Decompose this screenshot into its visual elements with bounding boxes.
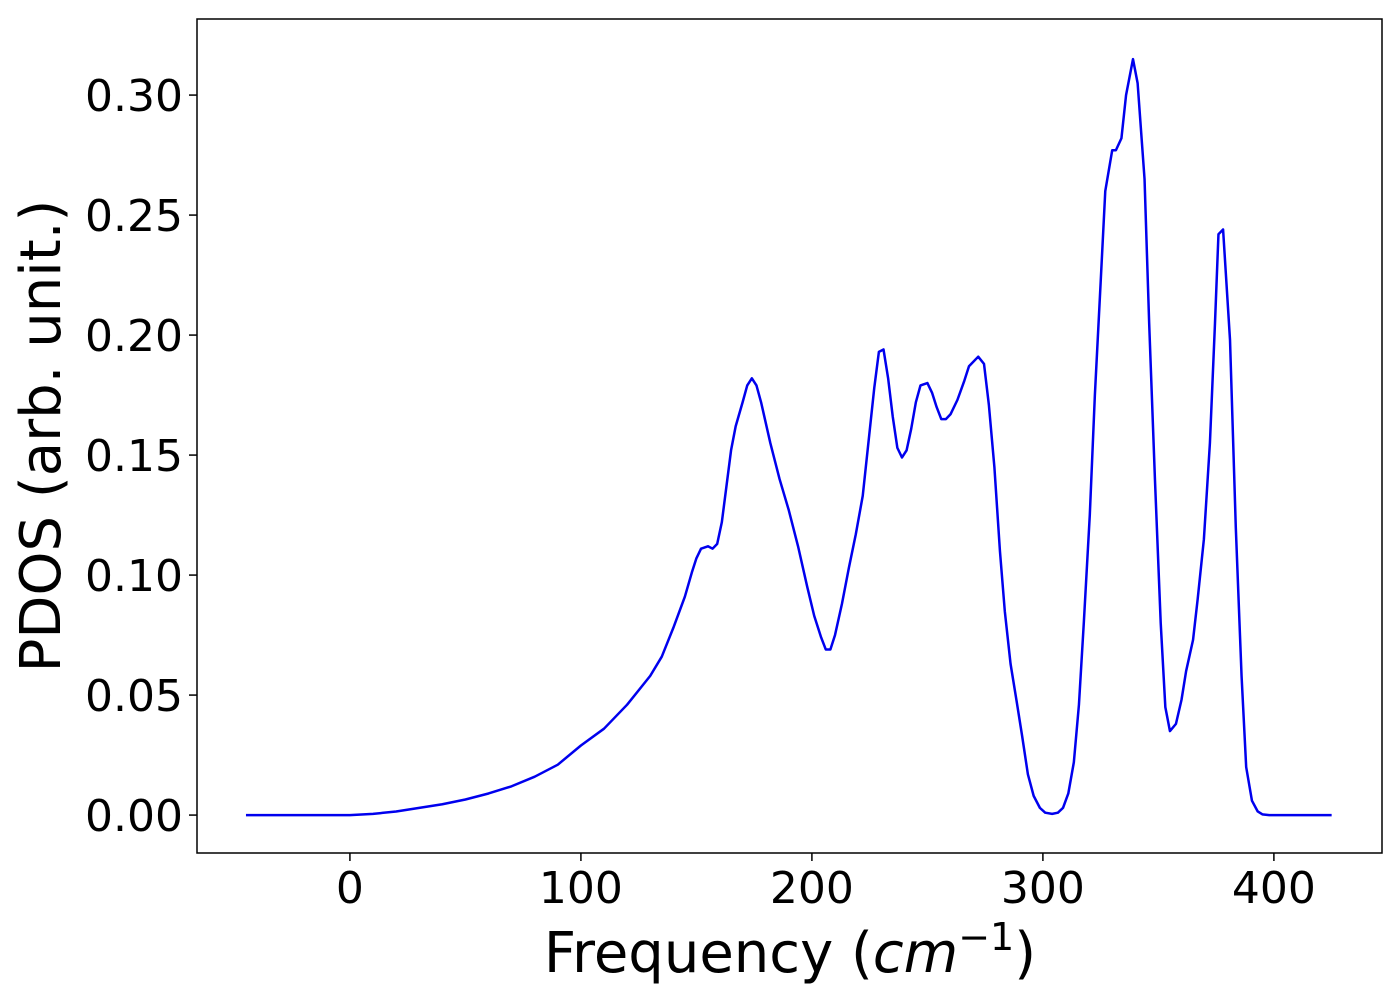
x-tick-label: 300 bbox=[1001, 863, 1085, 914]
x-tick-label: 100 bbox=[539, 863, 623, 914]
y-tick-label: 0.10 bbox=[85, 551, 183, 602]
data-line bbox=[245, 57, 1332, 817]
y-tick-label: 0.00 bbox=[85, 791, 183, 842]
y-tick-label: 0.25 bbox=[85, 191, 183, 242]
y-tick-label: 0.30 bbox=[85, 71, 183, 122]
plot-frame bbox=[196, 18, 1383, 854]
y-tick-label: 0.15 bbox=[85, 431, 183, 482]
x-label-sup: −1 bbox=[958, 915, 1014, 959]
x-tick-label: 0 bbox=[336, 863, 364, 914]
y-axis-label: PDOS (arb. unit.) bbox=[9, 200, 74, 673]
x-label-close: ) bbox=[1014, 921, 1036, 986]
x-label-math: cm bbox=[873, 921, 958, 986]
x-tick-label: 400 bbox=[1232, 863, 1316, 914]
x-axis-label: Frequency (cm−1) bbox=[544, 915, 1036, 986]
y-tick-label: 0.05 bbox=[85, 671, 183, 722]
y-tick-label: 0.20 bbox=[85, 311, 183, 362]
x-label-text: Frequency ( bbox=[544, 921, 873, 986]
x-tick-label: 200 bbox=[770, 863, 854, 914]
